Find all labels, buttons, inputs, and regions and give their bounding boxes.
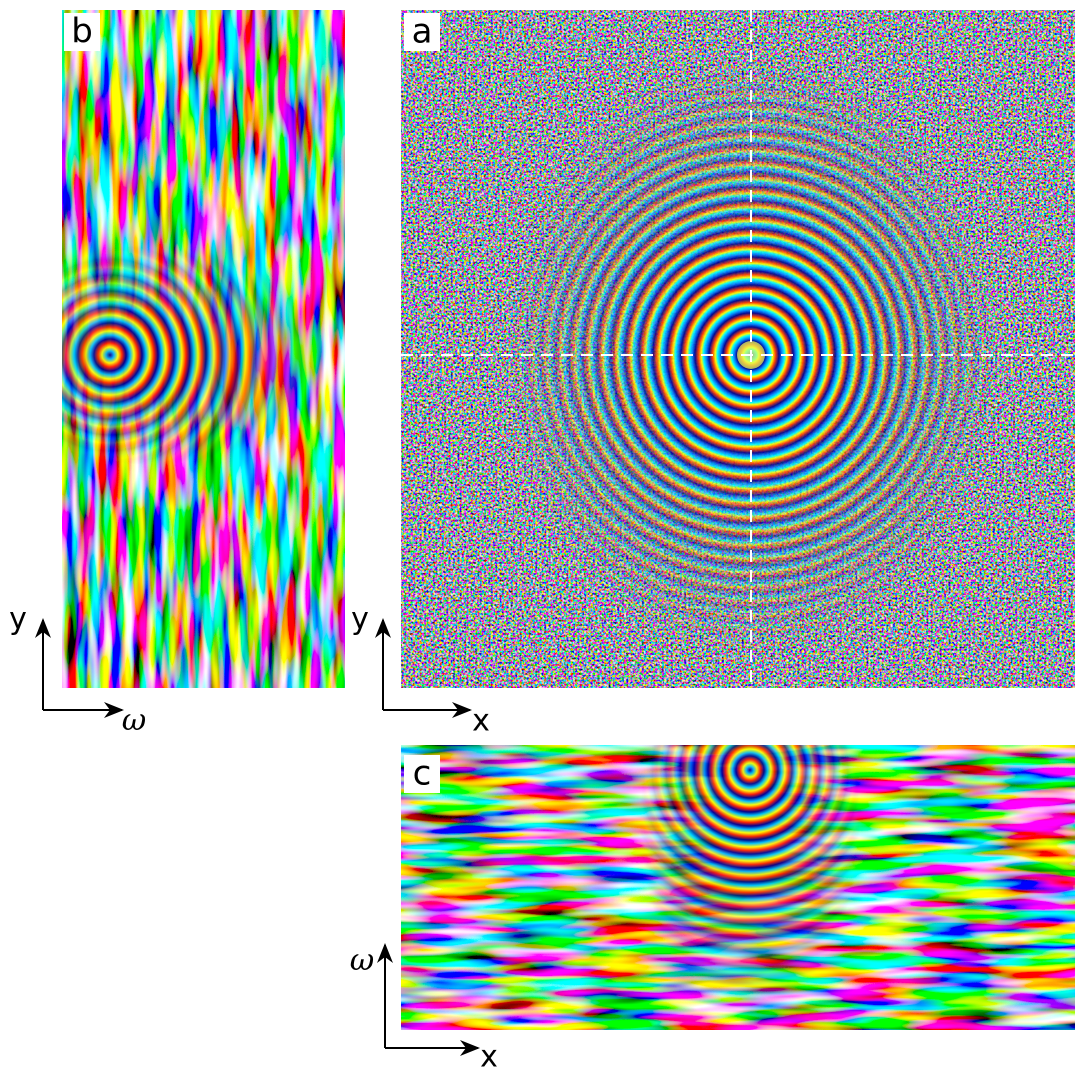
panel-label: b <box>71 12 93 52</box>
panel-b: b y ω <box>9 10 345 738</box>
fringes <box>62 10 345 688</box>
axis-label: ω <box>350 943 374 978</box>
fringes <box>401 10 1075 688</box>
panel-label: c <box>413 754 432 794</box>
label-box <box>404 755 440 793</box>
panel-label: a <box>412 12 433 52</box>
fringes <box>401 745 1075 1030</box>
label-box <box>64 13 100 51</box>
label-box <box>404 13 440 51</box>
panel-c: c ω x <box>350 745 1075 1070</box>
axis-label: ω <box>122 703 146 738</box>
axis-label: y <box>9 602 27 637</box>
panel-a: a y x <box>351 10 1075 739</box>
axis-label: y <box>351 602 369 637</box>
axis-label: x <box>480 1040 498 1070</box>
axis-label: x <box>472 704 490 739</box>
